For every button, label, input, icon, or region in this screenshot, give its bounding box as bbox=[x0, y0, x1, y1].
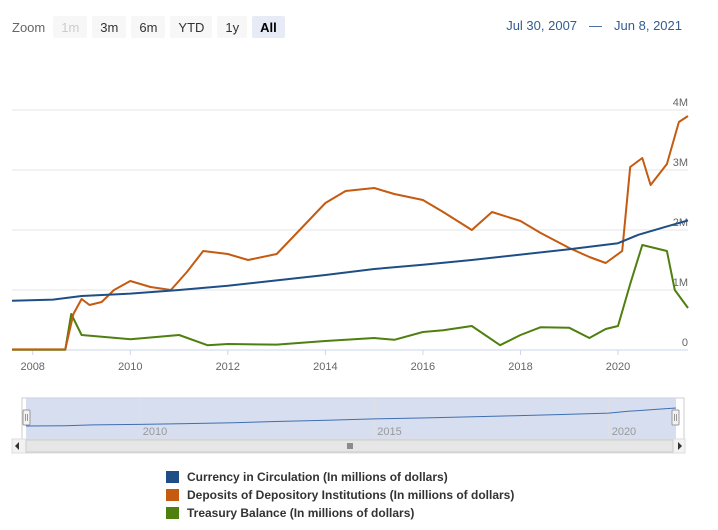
range-to-input[interactable]: Jun 8, 2021 bbox=[614, 18, 682, 33]
legend-item-currency[interactable]: Currency in Circulation (In millions of … bbox=[166, 468, 514, 486]
x-tick-label: 2014 bbox=[313, 361, 337, 373]
navigator-year-label: 2020 bbox=[612, 426, 636, 438]
x-tick-label: 2018 bbox=[508, 361, 532, 373]
range-separator: — bbox=[589, 18, 603, 33]
y-tick-label: 1M bbox=[673, 277, 688, 289]
series-line-currency bbox=[11, 219, 689, 302]
scroll-right-arrow-icon[interactable] bbox=[678, 442, 682, 450]
zoom-1y-button[interactable]: 1y bbox=[217, 16, 248, 38]
date-range: Jul 30, 2007 — Jun 8, 2021 bbox=[506, 18, 682, 33]
range-from-input[interactable]: Jul 30, 2007 bbox=[506, 18, 578, 33]
legend-label-deposits: Deposits of Depository Institutions (In … bbox=[187, 488, 515, 502]
x-tick-label: 2008 bbox=[20, 361, 44, 373]
zoom-6m-button[interactable]: 6m bbox=[131, 16, 166, 38]
series-line-treasury bbox=[12, 244, 689, 351]
series-line-deposits bbox=[11, 115, 689, 351]
legend-label-currency: Currency in Circulation (In millions of … bbox=[187, 470, 448, 484]
y-tick-label: 3M bbox=[673, 157, 688, 169]
navigator-year-label: 2010 bbox=[143, 426, 167, 438]
legend-item-treasury[interactable]: Treasury Balance (In millions of dollars… bbox=[166, 504, 514, 522]
x-tick-label: 2016 bbox=[411, 361, 435, 373]
legend-label-treasury: Treasury Balance (In millions of dollars… bbox=[187, 506, 415, 520]
zoom-label: Zoom bbox=[12, 19, 46, 35]
x-tick-label: 2010 bbox=[118, 361, 142, 373]
y-tick-label: 0 bbox=[682, 337, 688, 349]
zoom-all-button[interactable]: All bbox=[252, 16, 285, 38]
x-tick-label: 2020 bbox=[606, 361, 630, 373]
navigator-year-label: 2015 bbox=[377, 426, 401, 438]
legend-swatch-deposits bbox=[166, 489, 179, 501]
navigator-selection[interactable] bbox=[26, 398, 676, 439]
zoom-bar: Zoom 1m 3m 6m YTD 1y All bbox=[12, 16, 290, 38]
navigator-series-line bbox=[25, 407, 677, 427]
legend: Currency in Circulation (In millions of … bbox=[166, 468, 514, 522]
navigator-left-handle[interactable] bbox=[22, 409, 31, 426]
zoom-1m-button: 1m bbox=[53, 16, 88, 38]
navigator-right-handle[interactable] bbox=[671, 409, 680, 426]
y-tick-label: 4M bbox=[673, 97, 688, 109]
legend-item-deposits[interactable]: Deposits of Depository Institutions (In … bbox=[166, 486, 514, 504]
scroll-left-arrow-icon[interactable] bbox=[15, 442, 19, 450]
zoom-ytd-button[interactable]: YTD bbox=[170, 16, 213, 38]
legend-swatch-currency bbox=[166, 471, 179, 483]
legend-swatch-treasury bbox=[166, 507, 179, 519]
x-tick-label: 2012 bbox=[216, 361, 240, 373]
zoom-3m-button[interactable]: 3m bbox=[92, 16, 127, 38]
